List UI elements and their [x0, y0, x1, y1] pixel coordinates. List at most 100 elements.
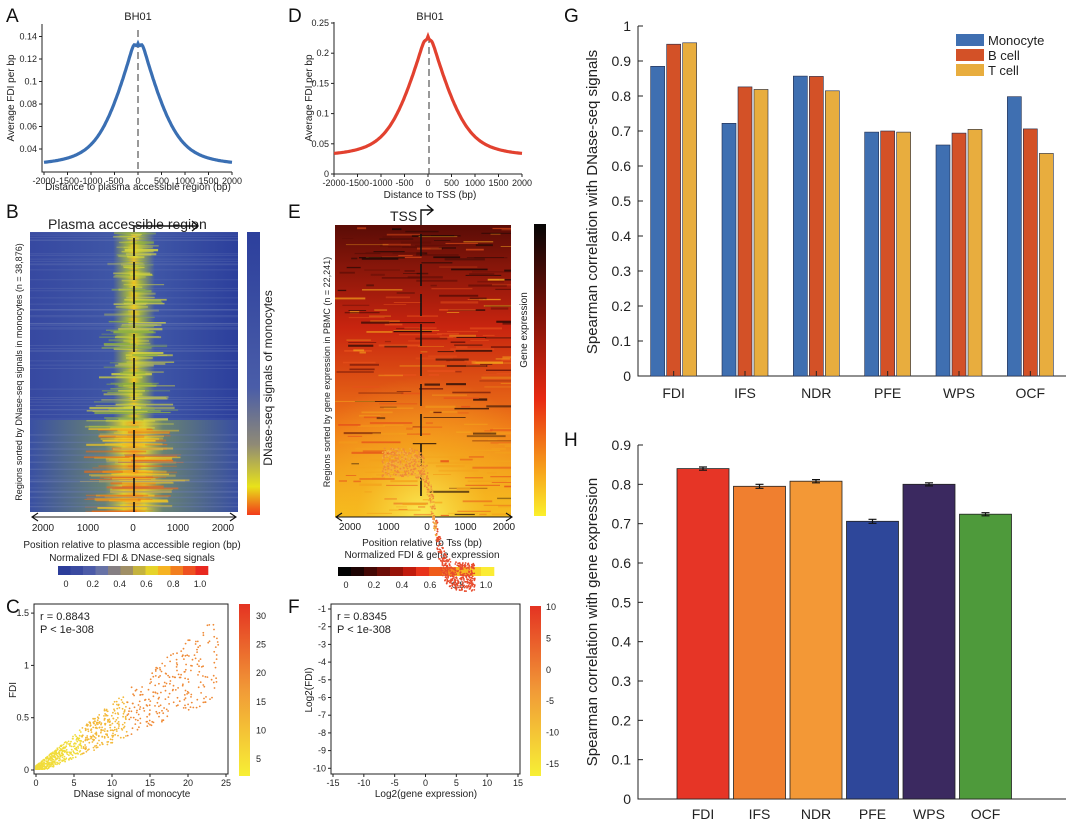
scatter-point: [164, 698, 167, 700]
legend-label: B cell: [988, 48, 1020, 63]
scatter-point: [461, 574, 464, 577]
scatter-point: [93, 722, 95, 725]
heatmap-streak: [455, 349, 493, 352]
scatter-point: [36, 764, 39, 766]
scatter-point: [446, 560, 449, 563]
scatter-point: [68, 743, 71, 746]
scatter-point: [466, 582, 469, 584]
scatter-point: [147, 722, 150, 725]
heatmap-streak: [126, 264, 154, 266]
scatter-point: [88, 748, 90, 751]
scatter-point: [101, 741, 103, 744]
panel-b-scale: 0 0.2 0.4 0.6 0.8 1.0: [58, 566, 209, 589]
bar-monocyte-wps: [935, 144, 951, 377]
y-tick-label: 0.6: [612, 158, 632, 174]
y-tick-label: 0.9: [612, 53, 632, 69]
scatter-point: [148, 713, 151, 716]
heatmap-streak: [417, 346, 444, 347]
scatter-point: [82, 746, 85, 748]
scatter-point: [111, 722, 114, 725]
heatmap-streak: [379, 406, 397, 408]
scatter-point: [184, 704, 186, 707]
scatter-point: [78, 750, 81, 753]
heatmap-streak: [392, 228, 402, 231]
scale-swatch: [429, 567, 443, 576]
scatter-point: [199, 681, 202, 684]
heatmap-streak: [417, 247, 442, 250]
heatmap-streak: [338, 441, 358, 444]
panel-g-categories: FDI IFS NDR PFE WPS OCF: [662, 371, 1045, 401]
heatmap-streak: [418, 236, 458, 238]
scatter-point: [157, 676, 160, 679]
scatter-point: [132, 693, 135, 695]
heatmap-streak: [418, 506, 426, 508]
heatmap-streak: [415, 244, 460, 246]
heatmap-streak: [107, 262, 144, 266]
heatmap-streak: [500, 246, 511, 247]
scatter-point: [41, 760, 43, 763]
heatmap-streak: [406, 315, 439, 317]
heatmap-streak: [492, 227, 511, 230]
scatter-point: [464, 585, 467, 588]
scale-swatch: [70, 566, 84, 575]
scatter-point: [389, 450, 392, 453]
scatter-point: [178, 700, 181, 703]
scatter-point: [143, 710, 146, 712]
scatter-point: [198, 660, 200, 662]
heatmap-streak: [411, 235, 455, 237]
heatmap-streak: [352, 386, 380, 388]
panel-f-colorbar: [530, 606, 541, 776]
scatter-point: [419, 475, 422, 477]
scatter-point: [190, 664, 192, 667]
scatter-point: [386, 461, 388, 464]
scatter-point: [450, 582, 453, 585]
panel-d: BH01 -2000 -1500 -1000 -500 0 500 1000 1500 2000…: [304, 11, 532, 201]
heatmap-streak: [383, 407, 414, 409]
heatmap-streak: [415, 357, 454, 360]
scatter-point: [168, 703, 171, 705]
scatter-point: [51, 752, 54, 755]
heatmap-streak: [485, 337, 511, 339]
scatter-point: [93, 749, 95, 751]
scatter-point: [394, 465, 396, 467]
scatter-point: [212, 623, 215, 626]
scatter-point: [466, 580, 469, 583]
scatter-point: [134, 689, 137, 692]
scatter-point: [387, 450, 390, 452]
scatter-point: [387, 473, 390, 476]
y-tick-label: -8: [318, 728, 326, 738]
scatter-point: [90, 736, 92, 738]
scatter-point: [41, 762, 44, 765]
category-label: IFS: [734, 385, 756, 401]
heatmap-streak: [416, 279, 458, 282]
scatter-point: [46, 768, 49, 770]
heatmap-streak: [125, 316, 155, 318]
scatter-point: [203, 685, 206, 688]
heatmap-streak: [437, 351, 454, 353]
heatmap-streak: [469, 297, 487, 300]
scatter-point: [154, 684, 157, 687]
heatmap-streak: [428, 374, 439, 376]
scatter-point: [463, 564, 465, 567]
scatter-point: [458, 586, 460, 589]
scatter-point: [429, 489, 432, 492]
heatmap-streak: [129, 343, 151, 345]
scatter-point: [66, 743, 68, 745]
heatmap-streak: [351, 257, 358, 260]
scatter-point: [198, 665, 200, 668]
heatmap-streak: [370, 320, 400, 323]
heatmap-streak: [472, 440, 511, 442]
scatter-point: [384, 451, 387, 454]
scatter-point: [213, 661, 216, 664]
panel-f-ticks: -15 -10 -5 0 5 10 15-1-2-3-4-5-6-7-8-9-10: [313, 604, 523, 788]
scale-tick-label: 0.8: [167, 579, 180, 589]
scatter-point: [79, 731, 82, 733]
scatter-point: [113, 700, 116, 703]
scatter-point: [453, 577, 455, 579]
scatter-point: [432, 515, 435, 517]
scatter-point: [418, 453, 421, 456]
scatter-point: [115, 730, 118, 732]
heatmap-streak: [101, 399, 133, 401]
